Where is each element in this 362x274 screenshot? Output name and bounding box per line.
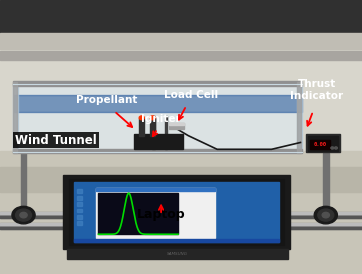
Bar xyxy=(13,82,17,153)
Text: Wind Tunnel: Wind Tunnel xyxy=(15,134,97,147)
Bar xyxy=(0,212,362,218)
Bar xyxy=(96,188,215,191)
Bar xyxy=(323,153,329,214)
Bar xyxy=(67,249,288,259)
Bar xyxy=(308,136,338,151)
Bar xyxy=(77,215,82,219)
Text: 0.00: 0.00 xyxy=(313,142,326,147)
Bar xyxy=(77,209,82,212)
Text: Thrust
Indicator: Thrust Indicator xyxy=(290,79,343,101)
Bar xyxy=(77,196,82,200)
Text: Laptop: Laptop xyxy=(137,208,185,221)
Circle shape xyxy=(139,116,144,120)
Circle shape xyxy=(20,212,27,218)
Circle shape xyxy=(331,147,334,149)
Circle shape xyxy=(12,206,35,224)
Bar xyxy=(0,167,362,192)
Bar xyxy=(0,227,362,229)
Bar xyxy=(0,0,362,33)
Bar xyxy=(63,175,290,249)
Bar xyxy=(0,151,362,170)
Bar xyxy=(165,116,167,149)
Text: SAMSUNG: SAMSUNG xyxy=(167,252,188,256)
Text: Propellant: Propellant xyxy=(76,96,138,105)
Bar xyxy=(14,95,302,112)
Bar xyxy=(13,84,18,152)
Bar xyxy=(77,221,82,225)
Bar xyxy=(297,84,302,152)
Bar xyxy=(306,134,340,152)
Bar xyxy=(169,123,184,129)
Bar xyxy=(98,193,178,234)
Bar xyxy=(96,188,215,238)
Bar xyxy=(13,81,302,86)
Bar xyxy=(0,33,362,49)
Circle shape xyxy=(16,209,31,221)
Text: Load Cell: Load Cell xyxy=(164,90,218,100)
Bar xyxy=(0,223,362,225)
Bar xyxy=(21,153,26,214)
Text: Wind Tunnel: Wind Tunnel xyxy=(15,134,97,147)
Bar xyxy=(169,123,184,125)
Bar xyxy=(0,212,362,214)
Circle shape xyxy=(150,116,155,120)
Bar xyxy=(69,179,284,245)
Circle shape xyxy=(318,209,334,221)
Bar xyxy=(310,140,330,149)
Bar xyxy=(297,82,301,153)
Circle shape xyxy=(322,212,329,218)
Bar xyxy=(150,118,155,136)
Bar xyxy=(152,116,155,149)
Bar xyxy=(74,239,279,242)
Bar xyxy=(77,202,82,206)
Text: Igniter: Igniter xyxy=(141,114,181,124)
Bar xyxy=(134,134,183,149)
Bar xyxy=(13,149,302,153)
Bar xyxy=(13,84,302,152)
Circle shape xyxy=(314,206,337,224)
Bar xyxy=(0,189,362,274)
Bar xyxy=(0,216,362,218)
Bar xyxy=(74,182,279,242)
Bar xyxy=(0,0,362,159)
Bar xyxy=(139,118,144,136)
Bar xyxy=(0,223,362,229)
Bar xyxy=(0,51,362,60)
Circle shape xyxy=(334,147,337,149)
Bar xyxy=(77,189,82,193)
